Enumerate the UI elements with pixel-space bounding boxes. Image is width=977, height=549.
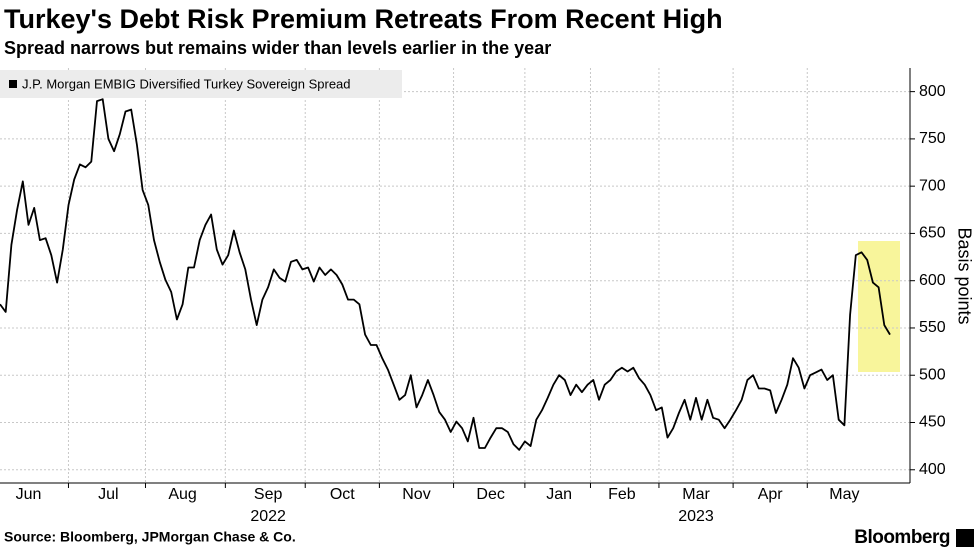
brand-icon — [956, 529, 974, 547]
x-tick-label: Jun — [16, 486, 42, 503]
y-tick-label: 400 — [919, 461, 946, 478]
year-label: 2023 — [678, 508, 714, 525]
y-tick-label: 450 — [919, 414, 946, 431]
x-tick-label: Sep — [254, 486, 283, 503]
x-tick-label: May — [829, 486, 859, 503]
y-tick-label: 650 — [919, 225, 946, 242]
brand: Bloomberg — [854, 527, 950, 548]
x-tick-label: Jul — [98, 486, 118, 503]
y-tick-label: 800 — [919, 83, 946, 100]
y-axis-label: Basis points — [954, 227, 974, 324]
y-tick-label: 750 — [919, 130, 946, 147]
source: Source: Bloomberg, JPMorgan Chase & Co. — [4, 529, 296, 545]
y-tick-label: 700 — [919, 177, 946, 194]
legend-box — [0, 70, 402, 98]
x-tick-label: Nov — [402, 486, 430, 503]
chart-subtitle: Spread narrows but remains wider than le… — [4, 38, 551, 58]
y-tick-label: 600 — [919, 272, 946, 289]
x-tick-label: Jan — [546, 486, 572, 503]
x-tick-label: Apr — [758, 486, 784, 503]
x-tick-label: Feb — [608, 486, 636, 503]
chart-title: Turkey's Debt Risk Premium Retreats From… — [4, 4, 723, 34]
highlight-box — [858, 241, 900, 372]
legend-label: J.P. Morgan EMBIG Diversified Turkey Sov… — [22, 76, 351, 91]
series-line — [0, 98, 891, 451]
x-tick-label: Aug — [168, 486, 196, 503]
x-tick-label: Mar — [682, 486, 710, 503]
x-tick-label: Oct — [330, 486, 355, 503]
x-tick-label: Dec — [476, 486, 504, 503]
legend-swatch — [9, 80, 17, 88]
year-label: 2022 — [250, 508, 286, 525]
y-tick-label: 550 — [919, 319, 946, 336]
y-tick-label: 500 — [919, 366, 946, 383]
